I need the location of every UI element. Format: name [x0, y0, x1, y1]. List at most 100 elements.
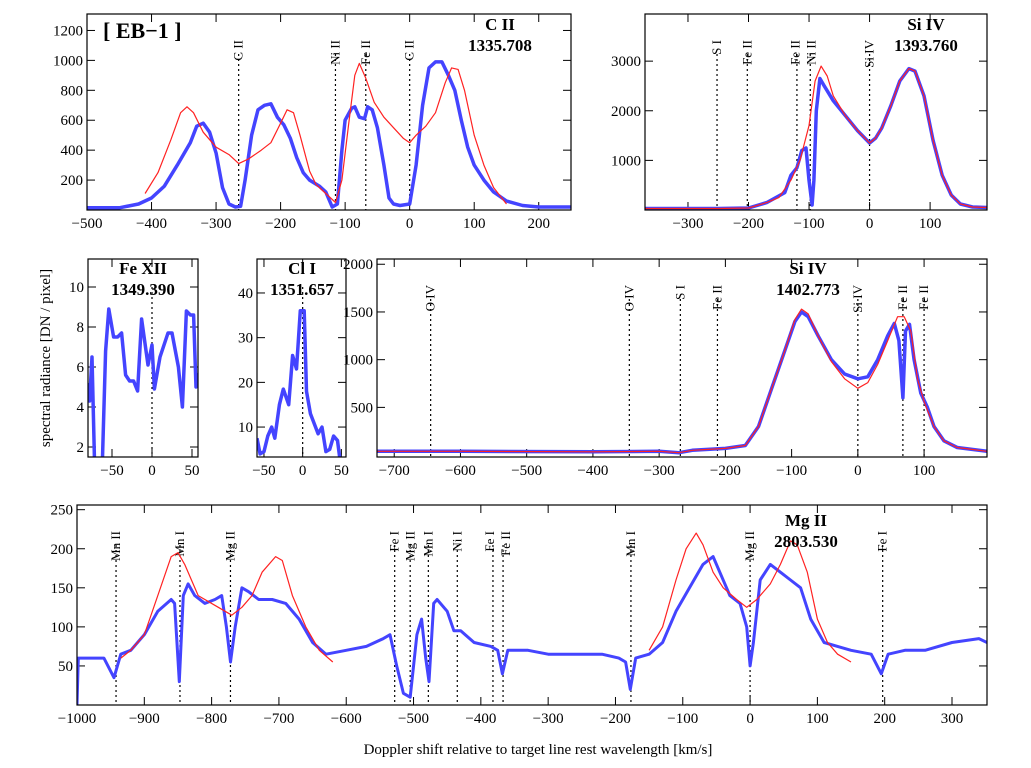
y-tick-label: 10 [69, 280, 84, 296]
x-tick-label: 0 [148, 463, 156, 479]
x-tick-label: −1000 [58, 711, 96, 727]
x-tick-label: −100 [794, 216, 825, 232]
panel-5: −700 −600 −500 −400 −300 −200 −100 0 100 500 1000 1… [343, 257, 988, 479]
x-tick-label: −50 [100, 463, 123, 479]
y-tick-label: 40 [238, 286, 253, 302]
line-marker-label: Ni II [327, 40, 342, 65]
model-spectrum-line [377, 308, 987, 454]
y-tick-label: 30 [238, 331, 253, 347]
x-tick-label: −100 [667, 711, 698, 727]
figure-label: [ EB−1 ] [103, 18, 182, 43]
y-tick-label: 1000 [53, 53, 83, 69]
y-tick-label: 100 [51, 620, 74, 636]
y-tick-label: 500 [351, 400, 374, 416]
observed-spectrum-line [87, 60, 571, 210]
x-tick-label: 300 [941, 711, 964, 727]
panel-title: Fe XII [119, 259, 167, 278]
x-tick-label: 100 [463, 216, 486, 232]
observed-spectrum-line [77, 555, 987, 705]
panel-1: −500 −400 −300 −200 −100 0 100 200 200 400 600 800 1… [53, 13, 572, 232]
y-axis-label: spectral radiance [DN / pixel] [38, 269, 54, 447]
y-tick-label: 1500 [343, 305, 373, 321]
y-tick-label: 3000 [611, 54, 641, 70]
line-marker-label: Mg II [742, 531, 757, 561]
observed-spectrum-line [88, 307, 198, 457]
line-marker-label: Si IV [862, 39, 877, 67]
x-tick-label: 0 [406, 216, 414, 232]
panel-title: Mg II [785, 511, 827, 530]
y-tick-label: 200 [61, 173, 84, 189]
x-tick-label: 0 [854, 463, 862, 479]
x-tick-label: −200 [710, 463, 741, 479]
panel-subtitle: 1351.657 [270, 280, 334, 299]
panels: −500 −400 −300 −200 −100 0 100 2002004006008001… [51, 13, 988, 727]
line-marker-label: Si IV [850, 284, 865, 312]
x-tick-label: −400 [577, 463, 608, 479]
x-tick-label: 200 [873, 711, 896, 727]
x-tick-label: −400 [136, 216, 167, 232]
y-tick-label: 20 [238, 375, 253, 391]
x-tick-label: −500 [398, 711, 429, 727]
y-tick-label: 250 [51, 503, 74, 519]
observed-spectrum-line [645, 66, 987, 210]
x-tick-label: −700 [263, 711, 294, 727]
panel-title: Cl I [288, 259, 316, 278]
y-tick-label: 2000 [343, 257, 373, 273]
x-tick-label: 0 [746, 711, 754, 727]
panel-subtitle: 2803.530 [774, 532, 838, 551]
panel-subtitle: 1335.708 [468, 36, 532, 55]
model-spectrum-line [645, 65, 987, 210]
y-tick-label: 50 [58, 659, 73, 675]
panel-subtitle: 1393.760 [894, 36, 958, 55]
line-marker-label: Fe II [916, 285, 931, 310]
line-marker-label: Fe I [482, 531, 497, 552]
observed-spectrum-line [377, 310, 987, 455]
panel-2: −300 −200 −100 0 100 1000 2000 3000 S I Fe II Fe I… [611, 13, 988, 232]
line-marker-label: Mn I [172, 531, 187, 557]
y-tick-label: 8 [77, 320, 85, 336]
x-tick-label: −300 [533, 711, 564, 727]
line-marker-label: Fe II [358, 40, 373, 65]
panel-frame [644, 13, 988, 211]
line-marker-label: Fe II [498, 531, 513, 556]
y-tick-label: 2 [77, 440, 85, 456]
y-tick-label: 1200 [53, 23, 83, 39]
line-marker-label: Fe I [875, 531, 890, 552]
y-tick-label: 2000 [611, 104, 641, 120]
x-tick-label: 0 [866, 216, 874, 232]
panel-title: Si IV [907, 15, 945, 34]
y-tick-label: 600 [61, 113, 84, 129]
x-tick-label: −200 [733, 216, 764, 232]
panel-6: −1000 −900 −800 −700 −600 −500 −400 −300 −200 −10… [51, 503, 988, 727]
line-marker-label: Fe II [709, 285, 724, 310]
panel-frame [76, 504, 988, 706]
x-tick-label: −50 [252, 463, 275, 479]
panel-frame [376, 258, 988, 458]
line-marker-label: Fe II [739, 40, 754, 65]
observed-spectrum-line [257, 309, 342, 457]
y-tick-label: 400 [61, 143, 84, 159]
line-marker-label: O IV [621, 284, 636, 311]
x-tick-label: −300 [672, 216, 703, 232]
model-spectrum-line [120, 552, 334, 663]
panel-title: C II [485, 15, 515, 34]
line-marker-label: S I [672, 285, 687, 300]
panel-frame [87, 258, 199, 458]
line-marker-label: Mg II [402, 531, 417, 561]
x-tick-label: 100 [913, 463, 936, 479]
line-marker-label: O IV [423, 284, 438, 311]
model-spectrum-line [648, 532, 852, 663]
line-marker-label: S I [709, 40, 724, 55]
y-tick-label: 4 [77, 400, 85, 416]
x-tick-label: 0 [299, 463, 307, 479]
line-marker-label: C II [231, 40, 246, 61]
y-tick-label: 1000 [343, 353, 373, 369]
x-tick-label: 100 [806, 711, 829, 727]
line-marker-label: Fe II [788, 40, 803, 65]
x-tick-label: −300 [201, 216, 232, 232]
x-tick-label: −600 [331, 711, 362, 727]
y-tick-label: 6 [77, 360, 85, 376]
line-marker-label: Mn II [108, 531, 123, 561]
panel-3: −50 0 50 2 4 6 8 10 Fe XII 1349.390 [69, 258, 200, 479]
